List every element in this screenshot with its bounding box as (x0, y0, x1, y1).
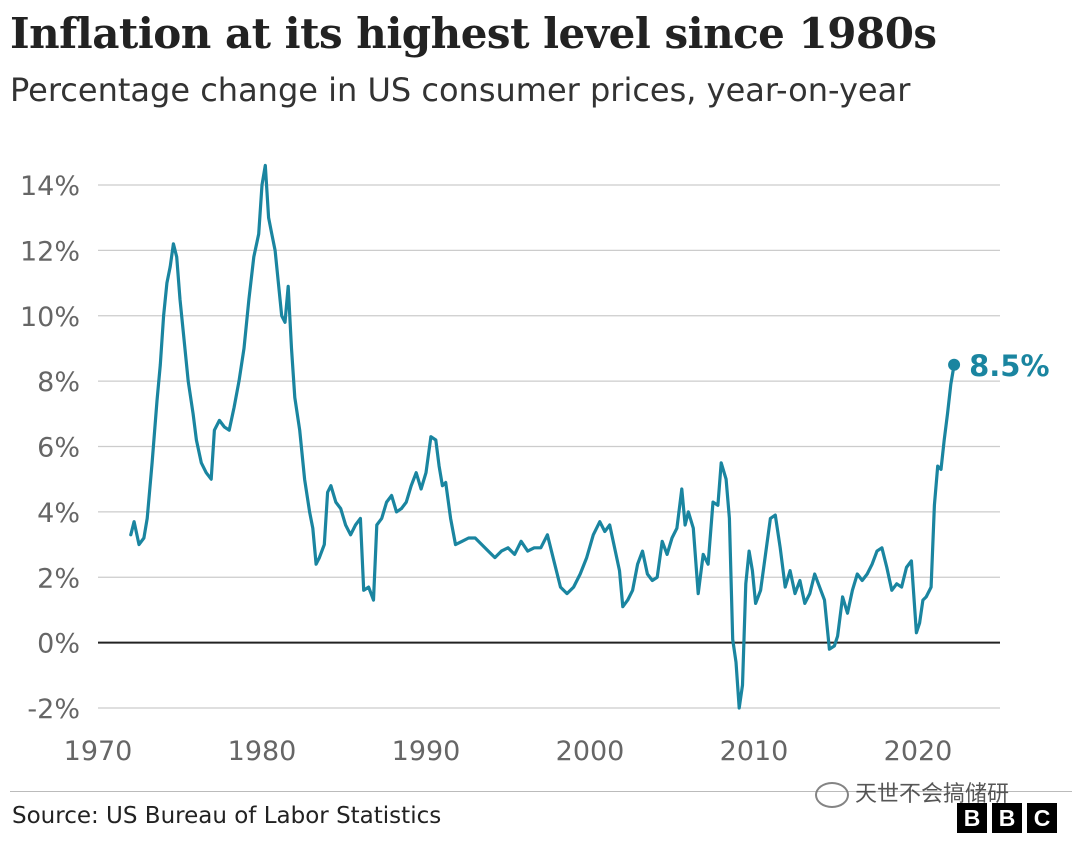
y-tick-label: 8% (37, 367, 80, 398)
series-layer (129, 163, 956, 710)
grid-lines (98, 184, 1000, 709)
bbc-logo-letter-2: B (992, 803, 1022, 833)
bbc-logo-letter-1: B (957, 803, 987, 833)
chart-title: Inflation at its highest level since 198… (10, 9, 937, 58)
bbc-logo-letter-3: C (1027, 803, 1057, 833)
y-tick-label: 10% (20, 302, 80, 333)
x-tick-label: 2000 (556, 736, 625, 767)
y-tick-label: 4% (37, 498, 80, 529)
y-tick-label: 12% (20, 236, 80, 267)
x-tick-label: 2020 (884, 736, 953, 767)
x-tick-label: 1980 (228, 736, 297, 767)
watermark-text: 天世不会搞储研 (855, 782, 1010, 807)
watermark: 天世不会搞储研 (815, 776, 1009, 808)
y-tick-label: 2% (37, 563, 80, 594)
y-tick-label: 14% (20, 171, 80, 202)
chart-subtitle: Percentage change in US consumer prices,… (10, 71, 911, 109)
chat-bubble-icon (815, 782, 849, 808)
bbc-logo: B B C (957, 803, 1057, 833)
end-point-label: 8.5% (969, 349, 1049, 383)
x-tick-label: 2010 (720, 736, 789, 767)
end-label-layer: 8.5% (948, 349, 1050, 383)
y-tick-label: -2% (27, 694, 80, 725)
y-tick-label: 6% (37, 433, 80, 464)
x-axis-ticks: 1970 1980 1990 2000 2010 2020 (64, 736, 953, 767)
y-tick-label: 0% (37, 629, 80, 660)
end-point-marker (948, 358, 961, 371)
source-note: Source: US Bureau of Labor Statistics (12, 803, 442, 829)
x-tick-label: 1970 (64, 736, 133, 767)
y-axis-ticks: -2% 0% 2% 4% 6% 8% 10% 12% 14% (20, 171, 80, 725)
inflation-line-chart: -2% 0% 2% 4% 6% 8% 10% 12% 14% 1970 1980 1990 2000 2… (20, 163, 1050, 767)
x-tick-label: 1990 (392, 736, 461, 767)
footer-divider (10, 791, 1072, 792)
series-line (129, 163, 956, 710)
